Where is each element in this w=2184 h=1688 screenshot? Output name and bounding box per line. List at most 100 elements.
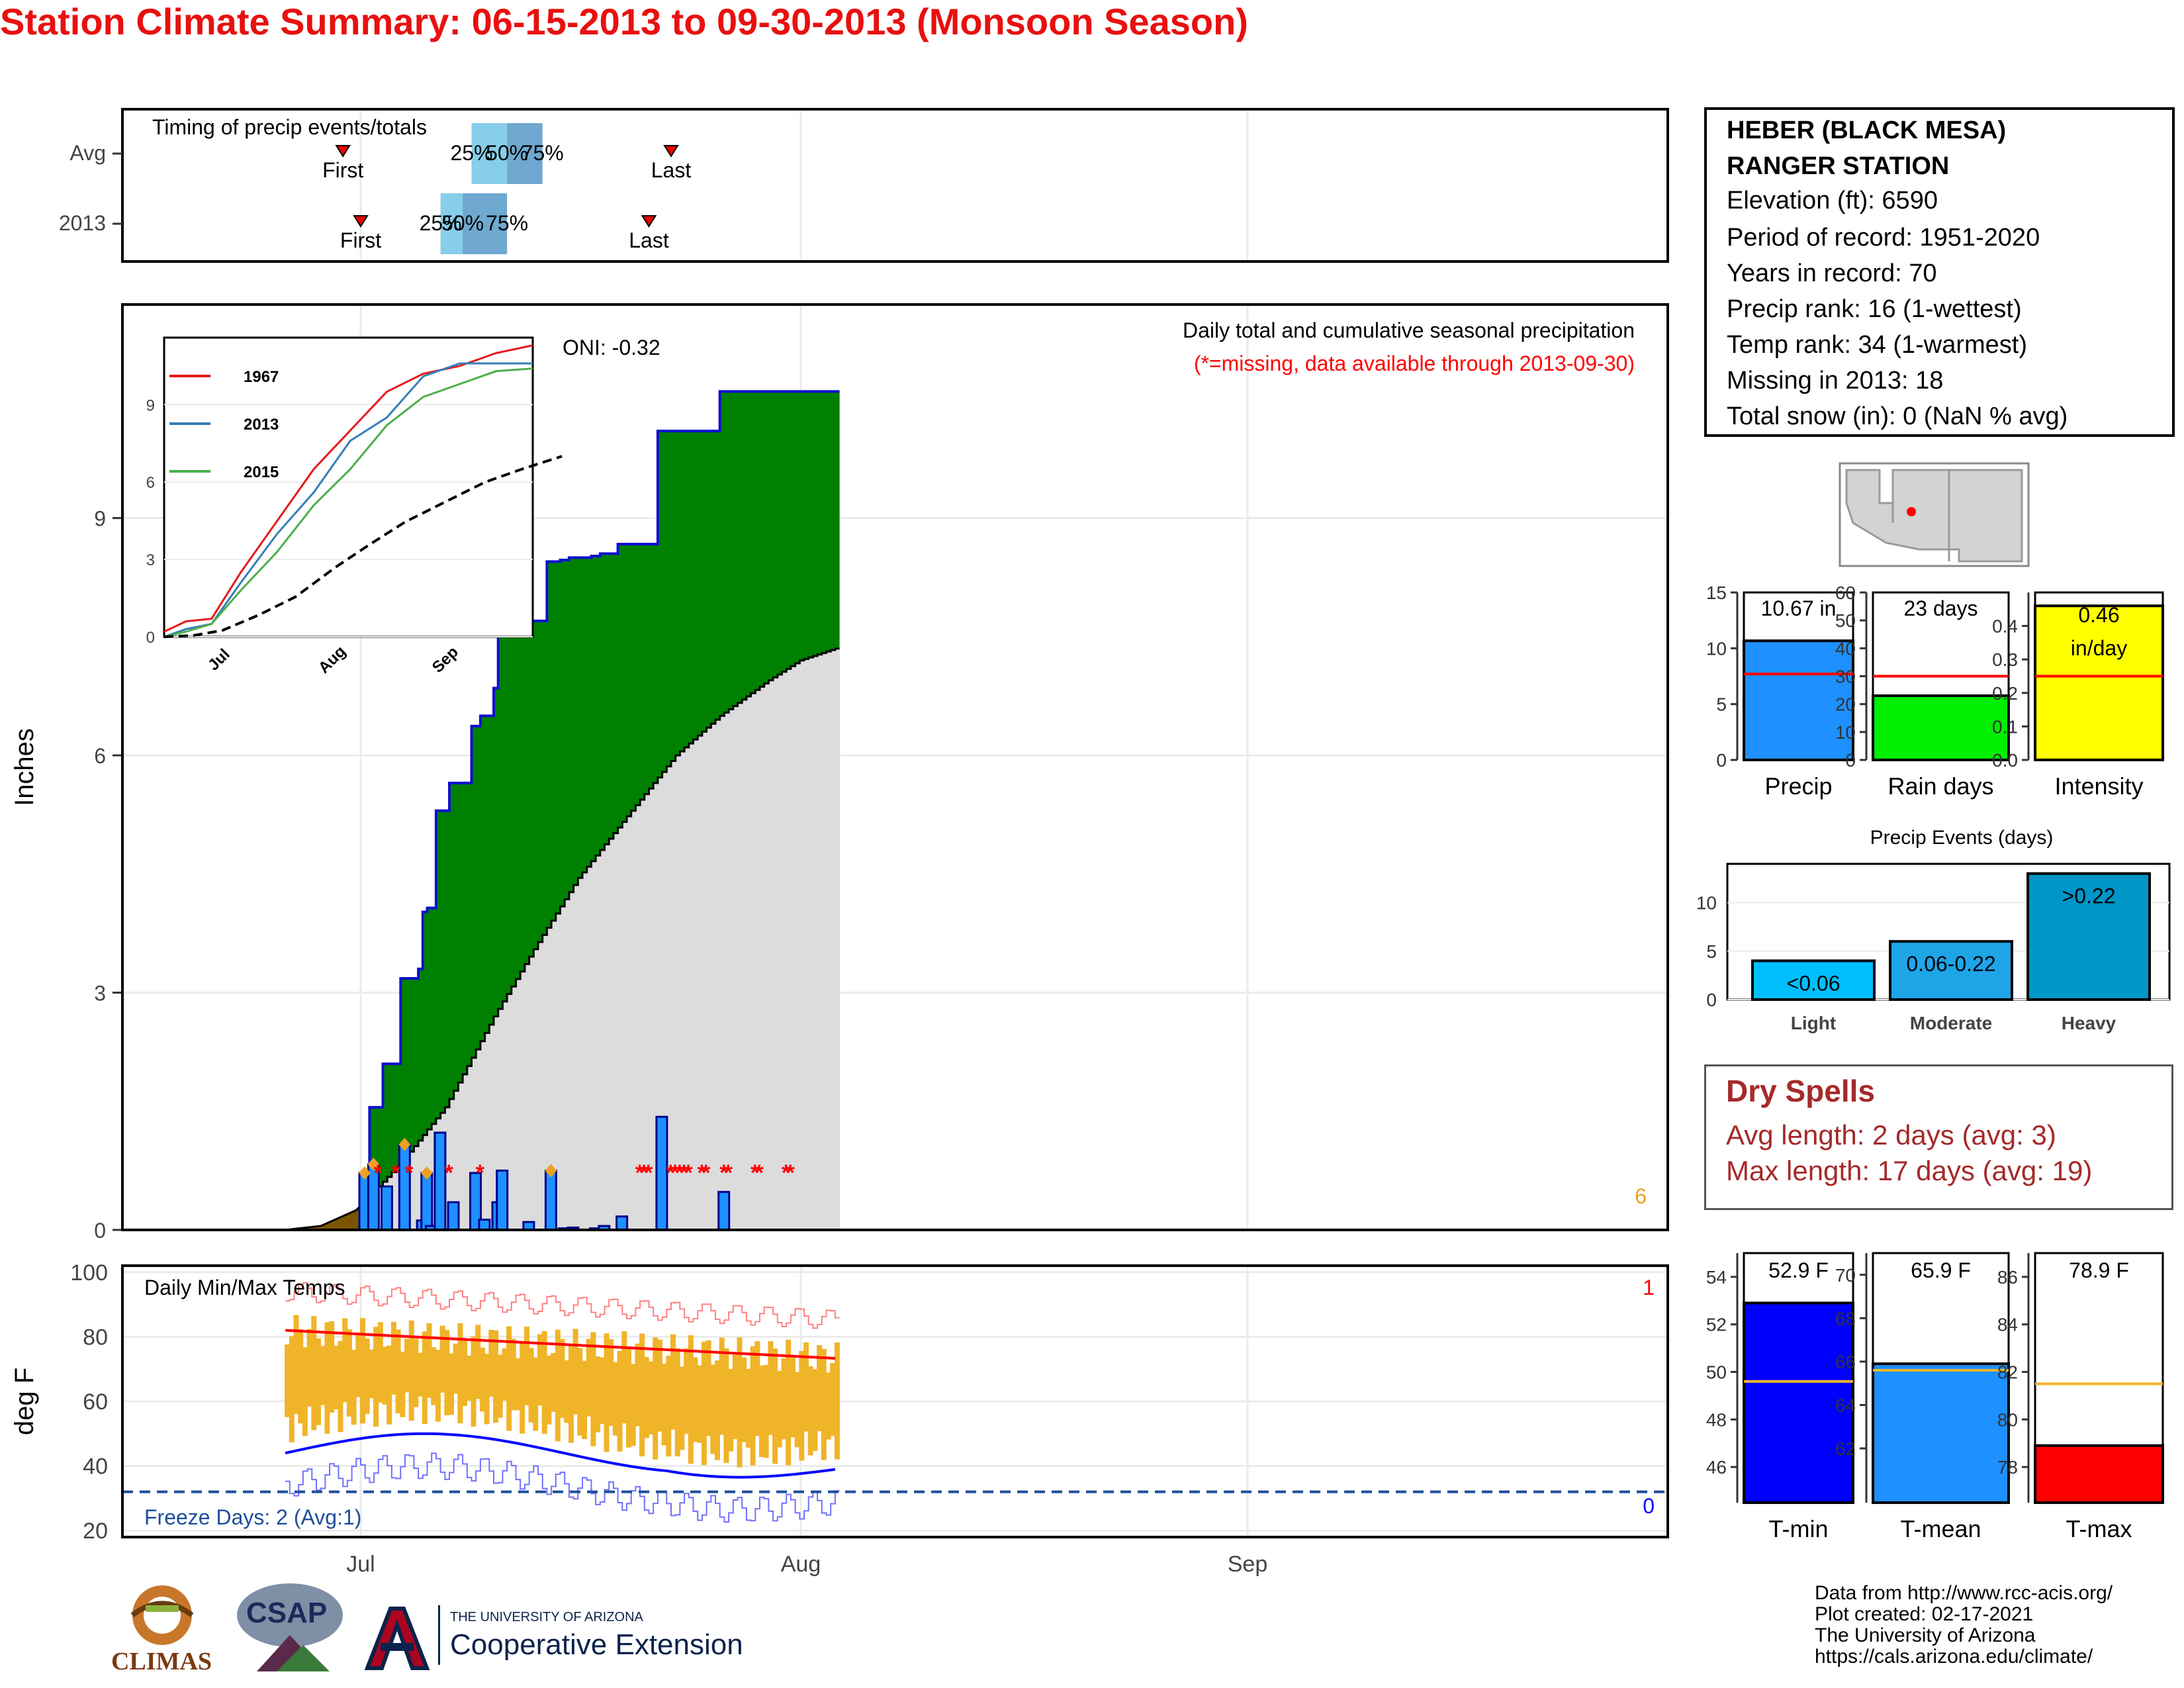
- record-tmax-line: [285, 1282, 840, 1329]
- precip-events-bar-label: 0.06-0.22: [1906, 952, 1995, 976]
- timeline-q50-label: 50%: [486, 141, 528, 165]
- tmean-ytick-label: 70: [1835, 1265, 1856, 1286]
- daily-temp-bar: [825, 1372, 831, 1440]
- station-elevation: Elevation (ft): 6590: [1727, 187, 1938, 214]
- precip-frame: [121, 303, 1669, 1231]
- daily-temp-bar: [803, 1342, 809, 1432]
- inset-ytick-label: 0: [146, 629, 155, 647]
- daily-temp-bar: [333, 1345, 339, 1409]
- avg-tmax-line: [285, 1329, 836, 1360]
- daily-temp-bar: [653, 1337, 659, 1460]
- tmin-category-label: T-min: [1769, 1515, 1829, 1542]
- daily-temp-bar: [812, 1369, 818, 1451]
- daily-temp-bar: [564, 1360, 570, 1423]
- tmax-ytick-label: 86: [1997, 1267, 2018, 1288]
- daily-temp-bar: [590, 1332, 596, 1446]
- timeline-first-label: First: [322, 158, 363, 182]
- temperature-chart: 20 40 60 80 100 Jul Aug Sep Daily Min/Max Temps F…: [10, 1260, 1669, 1577]
- precip-ytick-label: 3: [94, 982, 106, 1006]
- intensity-ytick-label: 0.3: [1992, 649, 2018, 670]
- precip-total-ytick-label: 10: [1706, 638, 1727, 659]
- daily-temp-bar: [404, 1338, 410, 1393]
- temp-frame: [121, 1264, 1669, 1538]
- daily-temp-bar: [395, 1329, 401, 1413]
- daily-temp-bar: [732, 1353, 738, 1440]
- timeline-frame: [121, 108, 1669, 263]
- cumulative-2013-line: [361, 390, 840, 1174]
- daily-temp-bar: [360, 1318, 365, 1424]
- temp-ylabel: deg F: [10, 1368, 39, 1435]
- daily-temp-bar: [741, 1357, 747, 1442]
- missing-day-marker: *: [684, 1160, 693, 1186]
- inset-frame: [163, 336, 534, 638]
- daily-temp-bar: [577, 1348, 583, 1436]
- daily-temp-bar: [617, 1350, 623, 1452]
- missing-day-marker: *: [666, 1160, 676, 1186]
- daily-temp-bar: [497, 1354, 503, 1418]
- missing-day-marker: *: [675, 1160, 684, 1186]
- timeline-q25-q50-band: [440, 193, 463, 254]
- timeline-title: Timing of precip events/totals: [152, 115, 427, 139]
- daily-temp-bar: [595, 1356, 601, 1432]
- precip-total-ytick-label: 15: [1706, 583, 1727, 603]
- daily-temp-bar: [599, 1357, 605, 1425]
- daily-temp-bar: [821, 1348, 827, 1460]
- daily-temp-bar: [834, 1342, 840, 1460]
- temp-xtick-label: Sep: [1228, 1552, 1268, 1577]
- missing-day-marker: *: [373, 1160, 383, 1186]
- precip-events-bar: [1751, 959, 1876, 1002]
- timeline-first-label: First: [340, 228, 381, 252]
- record-tmin-line: [285, 1452, 840, 1523]
- inset-ytick-label: 3: [146, 551, 155, 569]
- daily-temp-bar: [387, 1345, 392, 1425]
- daily-temp-bar: [612, 1362, 618, 1436]
- daily-temp-bar: [488, 1329, 494, 1397]
- missing-day-marker: *: [476, 1160, 485, 1186]
- daily-temp-bar: [661, 1363, 667, 1446]
- daily-temp-bar: [316, 1338, 321, 1425]
- daily-temp-bar: [541, 1331, 547, 1434]
- daily-temp-bar: [523, 1327, 529, 1405]
- daily-temp-bar: [817, 1344, 823, 1432]
- daily-temp-bar: [475, 1325, 481, 1399]
- daily-temp-bar: [759, 1366, 764, 1458]
- daily-temp-bar: [382, 1346, 388, 1405]
- daily-temp-bar: [648, 1361, 654, 1434]
- tmin-ytick-label: 52: [1706, 1315, 1727, 1335]
- ua-logo-large-text: Cooperative Extension: [450, 1628, 743, 1661]
- daily-temp-bar: [493, 1330, 498, 1423]
- daily-temp-bar: [750, 1346, 756, 1466]
- tmin-ytick-label: 46: [1706, 1457, 1727, 1477]
- daily-temp-bar: [342, 1318, 348, 1403]
- daily-temp-bar: [546, 1356, 552, 1425]
- timeline-q75-label: 75%: [522, 141, 564, 165]
- inset-legend-label: 2013: [244, 416, 279, 434]
- tmax-bar: [2034, 1444, 2164, 1505]
- daily-temp-bar: [285, 1344, 291, 1417]
- daily-temp-bar: [684, 1348, 690, 1434]
- tmin-bar: [1743, 1301, 1854, 1505]
- daily-temp-bar: [373, 1327, 379, 1427]
- missing-day-marker: *: [670, 1160, 680, 1186]
- dry-spells-title: Dry Spells: [1726, 1074, 1875, 1108]
- timeline-q25-q50-band: [471, 123, 508, 184]
- daily-temp-bar: [670, 1334, 676, 1430]
- rain-days-ytick-label: 0: [1845, 750, 1856, 771]
- daily-temp-bar: [635, 1343, 641, 1427]
- daily-temp-bar: [400, 1351, 406, 1417]
- ua-logo-small-text: THE UNIVERSITY OF ARIZONA: [450, 1610, 643, 1624]
- tmean-ytick-label: 66: [1835, 1352, 1856, 1372]
- daily-temp-bar: [506, 1326, 512, 1431]
- temp-ytick-label: 80: [83, 1325, 108, 1350]
- daily-temp-bar: [502, 1348, 508, 1401]
- precip-total-bar: [1743, 639, 1854, 761]
- daily-temp-bar: [520, 1341, 525, 1434]
- tmean-ytick-label: 62: [1835, 1438, 1856, 1459]
- missing-day-marker: *: [404, 1160, 414, 1186]
- station-name-1: HEBER (BLACK MESA): [1727, 117, 2007, 144]
- precip-events-ytick-label: 0: [1706, 990, 1717, 1010]
- daily-temp-bar: [484, 1354, 490, 1425]
- precip-events-ytick-label: 10: [1696, 893, 1717, 914]
- daily-temp-bar: [559, 1338, 565, 1418]
